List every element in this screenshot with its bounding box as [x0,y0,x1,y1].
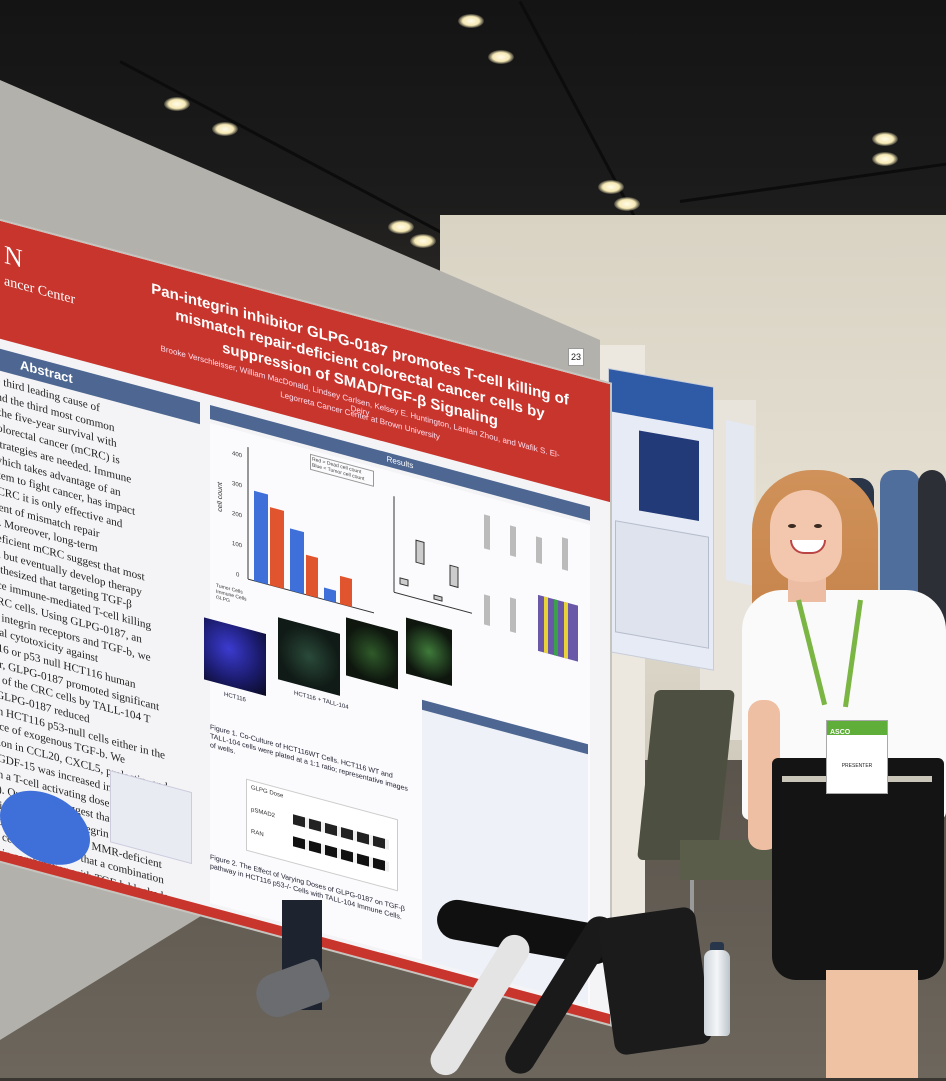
box [433,594,443,602]
bar [484,594,490,627]
bar-chart-rowlabel: GLPG [216,595,230,605]
heatmap-stripe [544,596,548,654]
western-label: RAN [251,828,264,839]
ceiling-light [488,50,514,64]
bar [254,490,268,585]
bar-chart-tick: 300 [232,480,243,490]
ceiling-light [164,97,190,111]
box [399,577,409,587]
main-poster: N ancer Center Pan-integrin inhibitor GL… [0,210,610,1025]
ceiling-light [212,122,238,136]
ceiling-light [614,197,640,211]
badge-org: ASCO [830,729,851,736]
western-label: pSMAD2 [251,806,276,820]
results-section: cell count 400 300 200 100 0 Tumor Cells… [204,422,590,1005]
box-plot-axis [394,591,472,614]
institution-logo: N [4,239,24,275]
ceiling-light [872,152,898,166]
heatmap-stripe [554,599,558,657]
bar [306,554,318,598]
bar [510,597,516,633]
bar [536,536,542,564]
crowd-person [880,470,920,600]
presenter-legs [826,970,918,1078]
box [415,539,425,565]
name-badge: ASCO PRESENTER [826,720,888,794]
water-bottle [704,950,730,1036]
box [449,564,459,589]
eye [814,524,822,528]
bar-chart-tick: 0 [236,571,240,579]
bar-chart-tick: 100 [232,540,243,550]
bar [340,575,352,608]
presenter-skirt [772,758,944,980]
microscopy-label: HCT116 [224,691,246,704]
ceiling-light [872,132,898,146]
neighbor-poster [608,368,714,671]
heatmap-stripe [564,601,568,659]
badge-role: PRESENTER [841,763,873,769]
bar [562,537,568,571]
poster-number: 23 [568,348,584,366]
badge-header: ASCO [827,721,887,736]
microscopy-label: HCT116 + TALL-104 [294,690,349,712]
western-label: GLPG Dose [251,784,284,800]
bar-chart-tick: 200 [232,510,243,520]
neighbor-poster-textbox [639,430,699,522]
backpack [596,905,714,1057]
bar [324,587,336,603]
ceiling-beam [679,162,946,203]
ceiling-light [598,180,624,194]
ceiling-light [388,220,414,234]
institution-logo-text: ancer Center [4,273,76,308]
eye [788,524,796,528]
bar-chart-tick: 400 [232,450,243,460]
box-plot [393,496,472,614]
bar-chart-ylabel: cell count [216,481,224,513]
neighbor-poster-figure [615,520,709,649]
presenter-face [770,490,842,582]
small-bar-panels [484,514,578,662]
bar-chart: cell count 400 300 200 100 0 Tumor Cells… [216,447,374,614]
ceiling-light [410,234,436,248]
microscopy-image [406,617,452,686]
bar [270,507,284,589]
neighbor-poster [726,420,754,586]
ceiling-light [458,14,484,28]
bar [510,525,516,557]
bar [290,528,304,595]
microscopy-image [204,617,266,696]
microscopy-image [346,617,398,690]
figure1-caption: Figure 1. Co-Culture of HCT116WT Cells. … [210,723,408,794]
bar [484,514,490,551]
